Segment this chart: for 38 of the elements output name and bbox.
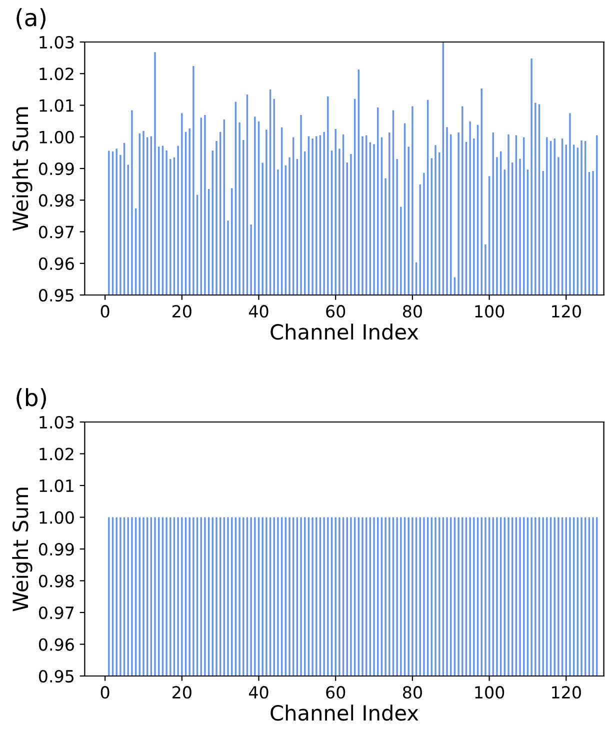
x-axis-title: Channel Index xyxy=(270,324,418,340)
x-tick-label: 60 xyxy=(326,686,346,699)
y-tick-label: 1.02 xyxy=(40,68,74,80)
y-tick-label: 1.03 xyxy=(40,36,74,49)
x-tick-label: 40 xyxy=(248,686,268,699)
y-tick-label: 0.98 xyxy=(38,194,74,207)
y-tick-label: 0.99 xyxy=(38,542,74,556)
x-tick-label: 80 xyxy=(402,686,422,699)
y-tick-label: 1.00 xyxy=(40,511,74,524)
x-axis-title: Channel Index xyxy=(270,704,418,721)
y-tick-label: 1.02 xyxy=(40,448,74,460)
y-tick-label: 1.00 xyxy=(40,130,74,144)
y-tick-label: 1.01 xyxy=(40,479,74,492)
y-tick-label: 0.97 xyxy=(38,226,74,238)
y-tick-label: 1.03 xyxy=(40,416,74,429)
x-tick-label: 0 xyxy=(100,686,110,699)
y-tick-label: 0.95 xyxy=(38,670,74,683)
y-tick-label: 0.96 xyxy=(38,257,74,270)
x-tick-label: 120 xyxy=(552,686,581,699)
x-tick-label: 20 xyxy=(172,305,192,318)
x-tick-label: 40 xyxy=(248,305,268,318)
chart-title: (b) xyxy=(16,388,46,410)
x-tick-label: 80 xyxy=(402,305,422,318)
x-tick-label: 100 xyxy=(475,305,504,318)
x-tick-label: 100 xyxy=(475,686,504,699)
y-tick-label: 1.01 xyxy=(40,99,74,112)
y-tick-label: 0.96 xyxy=(38,638,74,651)
chart-title: (a) xyxy=(16,8,46,30)
y-axis-title: Weight Sum xyxy=(12,107,32,231)
y-tick-label: 0.99 xyxy=(38,162,74,176)
x-tick-label: 0 xyxy=(100,305,110,318)
y-tick-label: 0.97 xyxy=(38,606,74,620)
x-tick-label: 20 xyxy=(172,686,192,699)
x-tick-label: 120 xyxy=(552,305,581,318)
x-tick-label: 60 xyxy=(326,305,346,318)
y-axis-title: Weight Sum xyxy=(12,488,32,612)
y-tick-label: 0.98 xyxy=(38,574,74,588)
y-tick-label: 0.95 xyxy=(38,288,74,302)
